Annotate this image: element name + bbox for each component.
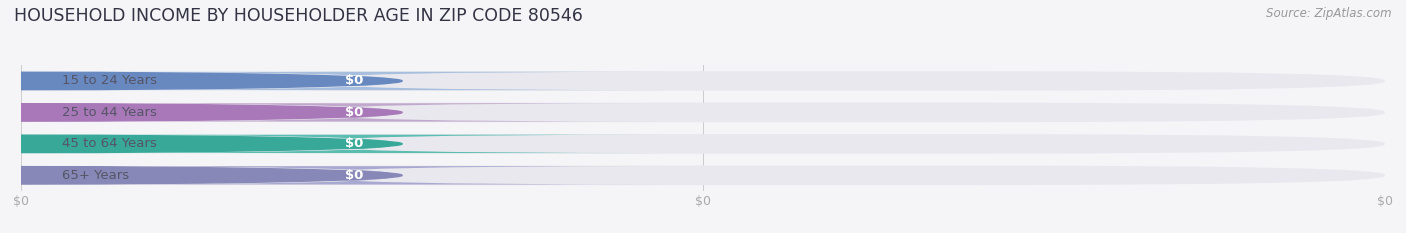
FancyBboxPatch shape (0, 103, 368, 122)
FancyBboxPatch shape (21, 103, 1385, 122)
Circle shape (0, 167, 402, 184)
Text: 65+ Years: 65+ Years (62, 169, 129, 182)
FancyBboxPatch shape (0, 72, 368, 90)
Text: $0: $0 (346, 137, 364, 150)
Text: HOUSEHOLD INCOME BY HOUSEHOLDER AGE IN ZIP CODE 80546: HOUSEHOLD INCOME BY HOUSEHOLDER AGE IN Z… (14, 7, 583, 25)
FancyBboxPatch shape (21, 166, 1385, 185)
Text: $0: $0 (346, 169, 364, 182)
FancyBboxPatch shape (46, 72, 662, 90)
Circle shape (0, 104, 402, 121)
FancyBboxPatch shape (46, 166, 662, 185)
Text: $0: $0 (346, 75, 364, 87)
Text: 15 to 24 Years: 15 to 24 Years (62, 75, 157, 87)
FancyBboxPatch shape (0, 135, 368, 153)
Circle shape (0, 135, 402, 153)
FancyBboxPatch shape (46, 103, 662, 122)
Text: $0: $0 (346, 106, 364, 119)
Text: Source: ZipAtlas.com: Source: ZipAtlas.com (1267, 7, 1392, 20)
Text: 45 to 64 Years: 45 to 64 Years (62, 137, 156, 150)
FancyBboxPatch shape (46, 135, 662, 153)
Text: 25 to 44 Years: 25 to 44 Years (62, 106, 157, 119)
Circle shape (0, 72, 402, 90)
FancyBboxPatch shape (21, 134, 1385, 154)
FancyBboxPatch shape (0, 166, 368, 185)
FancyBboxPatch shape (21, 71, 1385, 91)
